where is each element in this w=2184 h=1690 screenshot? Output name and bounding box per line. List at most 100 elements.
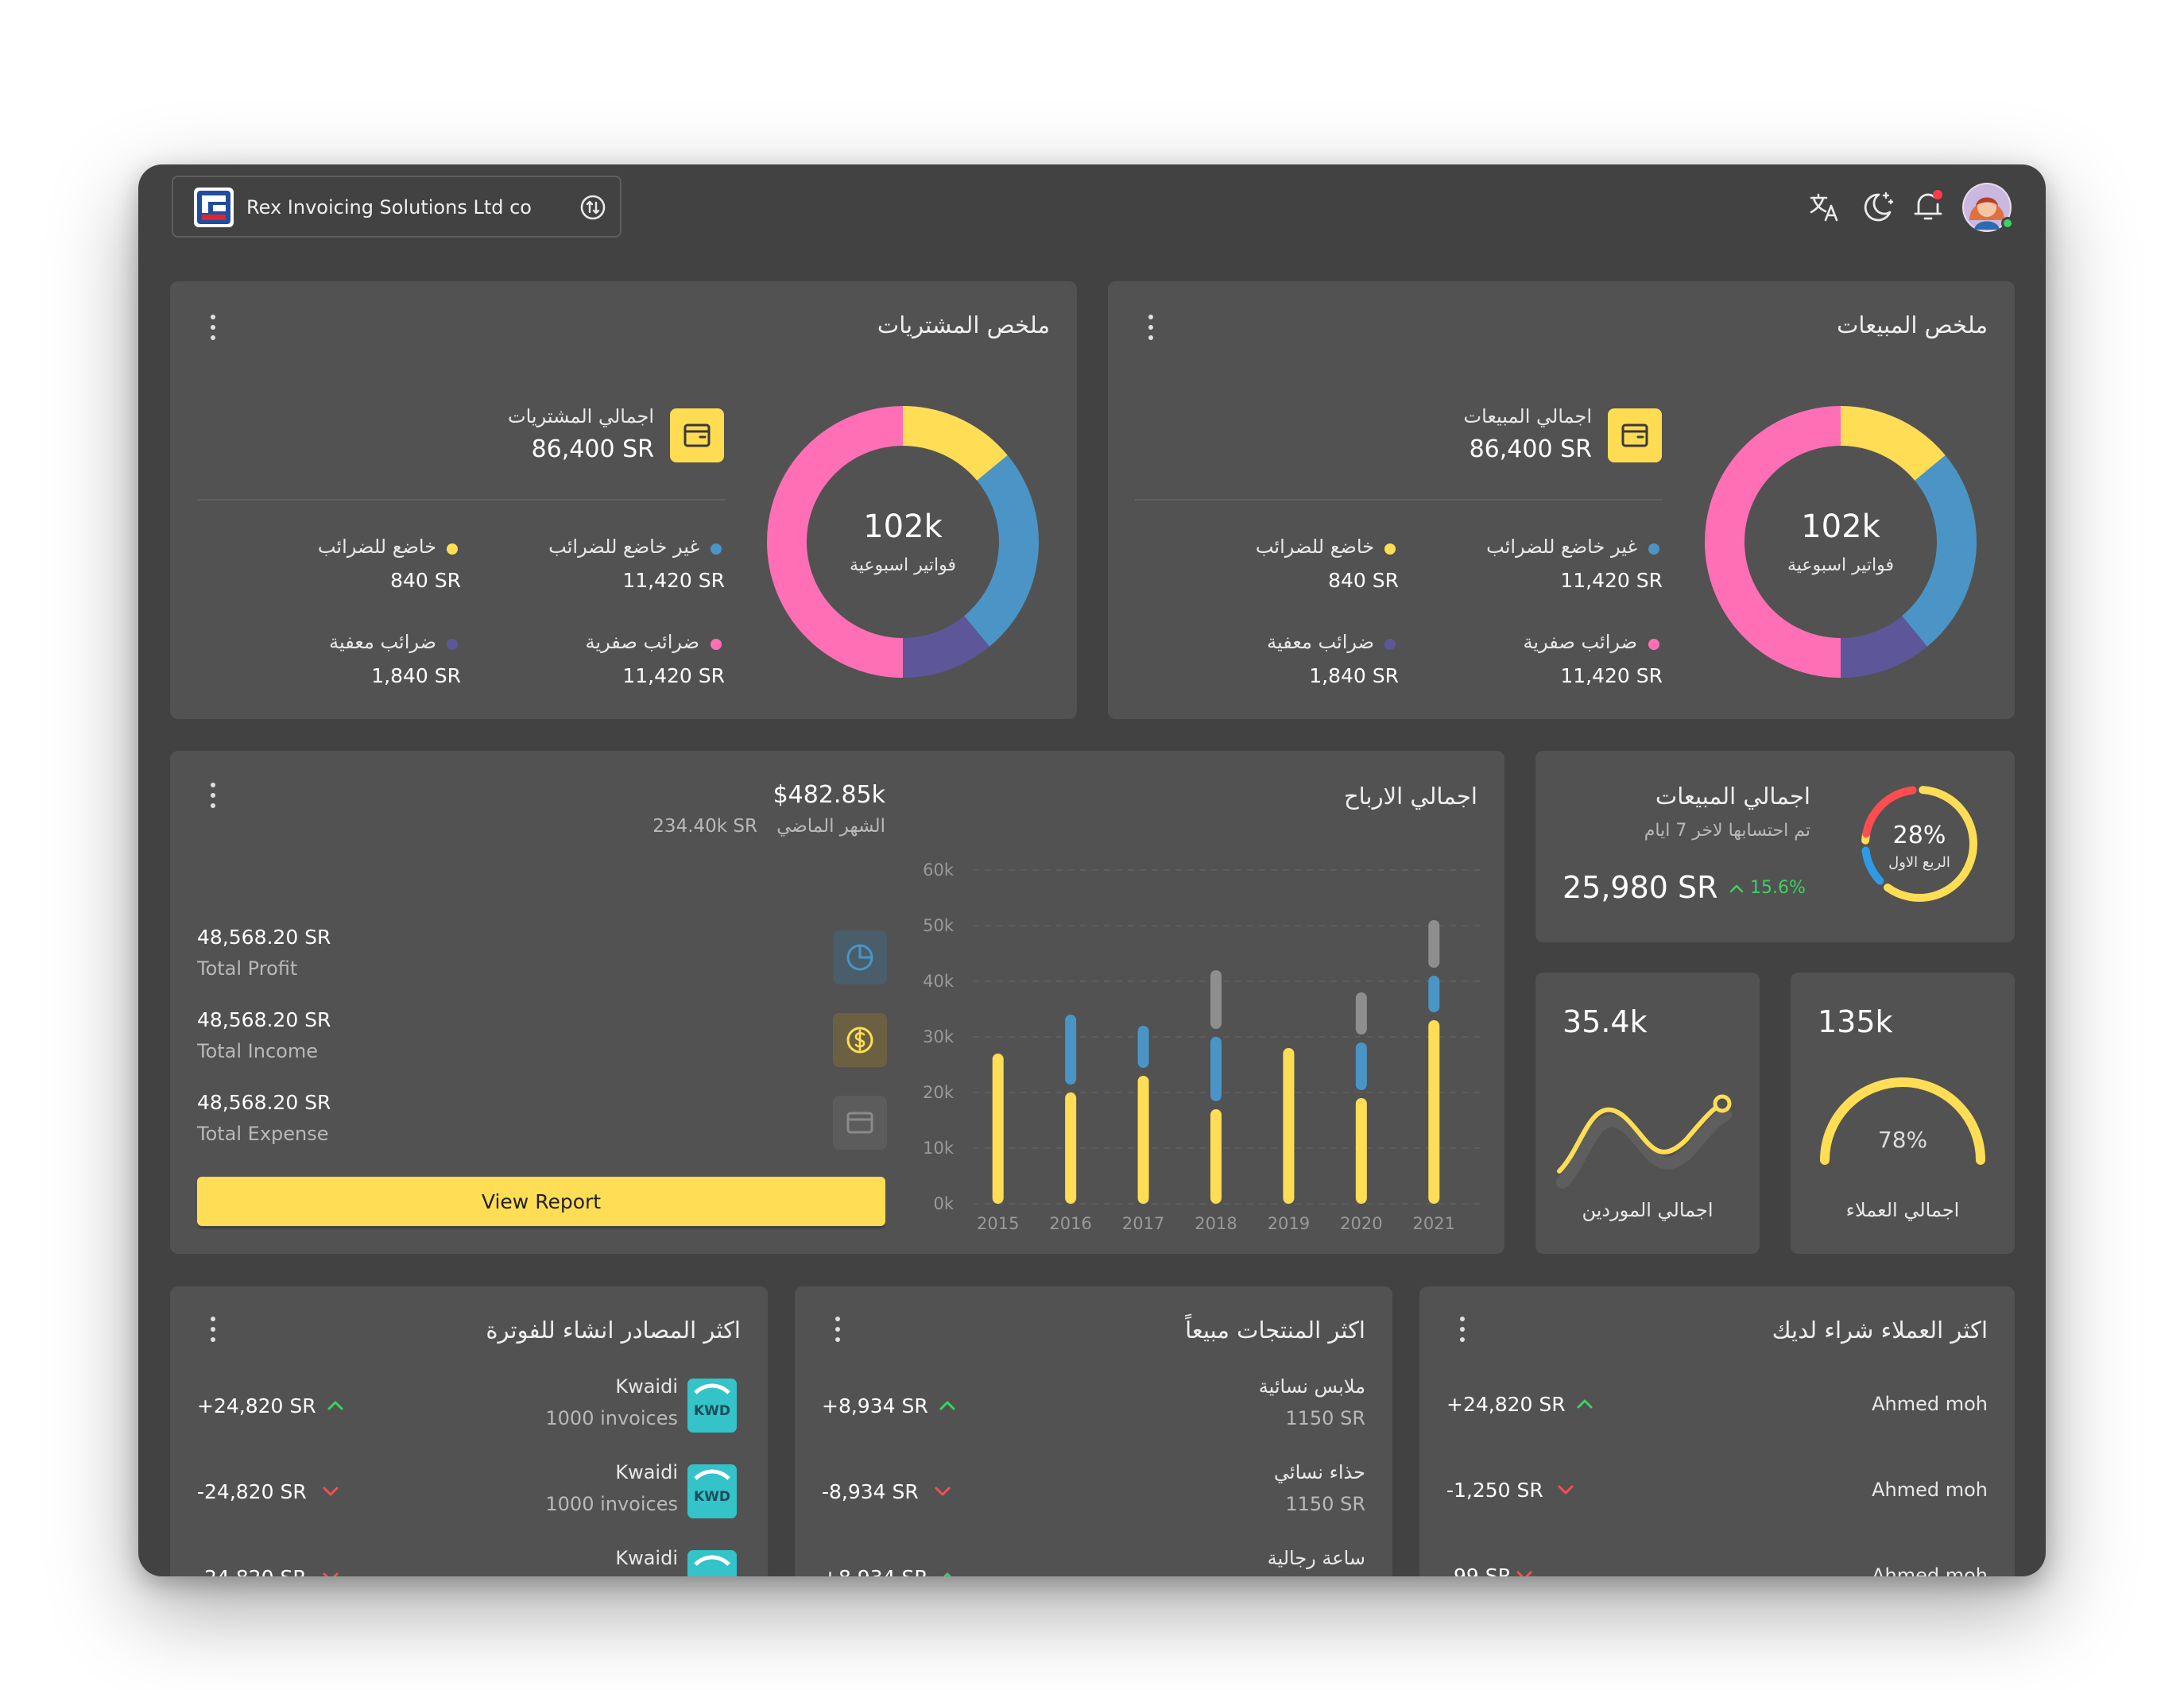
sales-total-value: 25,980 SR bbox=[1562, 870, 1718, 905]
legend-dot bbox=[711, 543, 722, 555]
legend-label: غير خاضع للضرائب bbox=[548, 536, 699, 558]
total-sales-label: اجمالي المبيعات bbox=[1463, 405, 1592, 427]
trend-up-icon bbox=[327, 1401, 343, 1410]
legend-value: 11,420 SR bbox=[622, 569, 725, 592]
sales-total-card: اجمالي المبيعات تم احتسابها لاخر 7 ايام … bbox=[1535, 751, 2015, 942]
source-name: Kwaidi bbox=[615, 1461, 678, 1483]
wallet-tile bbox=[1608, 408, 1662, 462]
legend-label: غير خاضع للضرائب bbox=[1486, 536, 1637, 558]
profit-card: اجمالي الارباح $482.85k الشهر الماضي 234… bbox=[170, 751, 1504, 1254]
quarter-ring-chart: 28% الربع الاول bbox=[1861, 786, 1977, 902]
card-title: ملخص المبيعات bbox=[1837, 311, 1988, 338]
source-sub: 1000 invoices bbox=[545, 1493, 678, 1515]
y-tick-label: 60k bbox=[923, 860, 955, 880]
donut-value: 102k bbox=[1801, 509, 1880, 545]
bar-segment bbox=[1065, 1015, 1077, 1085]
user-avatar[interactable] bbox=[1961, 182, 2014, 233]
donut-chart: 102k فواتير اسبوعية bbox=[1705, 406, 1977, 678]
expense-tile bbox=[833, 1096, 887, 1150]
more-options-icon[interactable] bbox=[1143, 311, 1159, 343]
legend-value: 11,420 SR bbox=[1560, 569, 1663, 592]
customers-card: 135k 78% اجمالي العملاء bbox=[1791, 973, 2015, 1254]
x-tick-label: 2019 bbox=[1268, 1214, 1310, 1233]
donut-segment bbox=[1840, 406, 1946, 481]
customers-value: 135k bbox=[1818, 1004, 1893, 1039]
donut-segment bbox=[1840, 615, 1927, 678]
stat-label: Total Expense bbox=[197, 1123, 329, 1145]
translate-icon[interactable] bbox=[1807, 190, 1842, 225]
profit-total: $482.85k bbox=[773, 781, 885, 809]
company-logo-icon bbox=[194, 188, 234, 227]
view-report-button[interactable]: View Report bbox=[197, 1177, 885, 1226]
dark-mode-icon[interactable] bbox=[1860, 188, 1895, 225]
donut-label: فواتير اسبوعية bbox=[1787, 555, 1894, 575]
more-options-icon[interactable] bbox=[205, 311, 221, 343]
legend-value: 11,420 SR bbox=[622, 664, 725, 687]
app-window: Rex Invoicing Solutions Ltd co ملخص المش… bbox=[138, 164, 2046, 1576]
ring-percent: 28% bbox=[1893, 822, 1946, 849]
ring-segment bbox=[1861, 846, 1884, 885]
divider bbox=[1135, 499, 1663, 501]
more-options-icon[interactable] bbox=[205, 779, 221, 811]
suppliers-card: 35.4k اجمالي الموردين bbox=[1535, 973, 1760, 1254]
bar-segment bbox=[1428, 920, 1440, 968]
product-amount: -8,934 SR bbox=[822, 1480, 919, 1503]
donut-segment bbox=[902, 406, 1008, 481]
donut-chart: 102k فواتير اسبوعية bbox=[767, 406, 1039, 678]
more-options-icon[interactable] bbox=[830, 1313, 846, 1345]
x-tick-label: 2017 bbox=[1122, 1214, 1164, 1233]
stat-value: 48,568.20 SR bbox=[197, 926, 331, 949]
top-products-card: اكثر المنتجات مبيعاً +8,934 SR ملابس نسا… bbox=[795, 1286, 1392, 1576]
suppliers-value: 35.4k bbox=[1562, 1004, 1648, 1039]
last-month-label: الشهر الماضي bbox=[776, 816, 885, 837]
more-options-icon[interactable] bbox=[205, 1313, 221, 1345]
total-purchases-value: 86,400 SR bbox=[531, 435, 654, 463]
customers-label: اجمالي العملاء bbox=[1845, 1199, 1960, 1221]
x-tick-label: 2021 bbox=[1413, 1214, 1455, 1233]
trend-up-icon bbox=[1577, 1399, 1593, 1409]
donut-label: فواتير اسبوعية bbox=[850, 555, 956, 575]
legend-value: 840 SR bbox=[1328, 569, 1399, 592]
trend-up-icon bbox=[939, 1401, 955, 1410]
switch-company-icon[interactable] bbox=[579, 193, 607, 222]
company-switcher[interactable]: Rex Invoicing Solutions Ltd co bbox=[172, 176, 622, 238]
legend-dot bbox=[711, 639, 722, 650]
x-tick-label: 2018 bbox=[1195, 1214, 1237, 1233]
stat-value: 48,568.20 SR bbox=[197, 1008, 331, 1031]
bar-segment bbox=[1283, 1048, 1295, 1204]
more-options-icon[interactable] bbox=[1454, 1313, 1470, 1345]
y-tick-label: 30k bbox=[923, 1027, 955, 1046]
online-status-dot bbox=[2001, 217, 2014, 230]
card-title: اكثر المنتجات مبيعاً bbox=[1185, 1317, 1365, 1344]
legend-value: 1,840 SR bbox=[1309, 664, 1399, 687]
divider bbox=[197, 499, 725, 501]
source-name: Kwaidi bbox=[615, 1375, 678, 1398]
bar-segment bbox=[992, 1054, 1004, 1204]
trend-down-icon bbox=[323, 1487, 339, 1496]
ring-segment bbox=[1884, 786, 1977, 902]
customers-gauge: 78% bbox=[1820, 1077, 1985, 1165]
y-tick-label: 20k bbox=[923, 1083, 955, 1102]
bar-segment bbox=[1355, 992, 1367, 1034]
sales-change: 15.6% bbox=[1750, 878, 1806, 898]
bar-segment bbox=[1355, 1042, 1367, 1090]
profit-title: اجمالي الارباح bbox=[1343, 783, 1477, 810]
trend-up-icon bbox=[943, 1572, 952, 1576]
product-price: 1150 SR bbox=[1285, 1493, 1365, 1515]
product-name: حذاء نسائي bbox=[1273, 1461, 1365, 1483]
suppliers-sparkline bbox=[1556, 1094, 1732, 1189]
customer-amount: +24,820 SR bbox=[1446, 1393, 1566, 1416]
card-title: اكثر العملاء شراء لديك bbox=[1772, 1317, 1988, 1344]
wallet-icon bbox=[683, 423, 711, 447]
trend-down-icon bbox=[323, 1572, 339, 1576]
ring-label: الربع الاول bbox=[1888, 854, 1950, 871]
bar-segment bbox=[1137, 1076, 1149, 1204]
donut-segment bbox=[902, 615, 989, 678]
bar-segment bbox=[1210, 970, 1222, 1029]
company-name: Rex Invoicing Solutions Ltd co bbox=[246, 196, 532, 219]
bar-segment bbox=[1210, 1037, 1222, 1101]
notification-bell-icon[interactable] bbox=[1911, 187, 1946, 225]
y-tick-label: 50k bbox=[923, 916, 955, 935]
stat-label: Total Profit bbox=[197, 957, 298, 980]
source-name: Kwaidi bbox=[615, 1547, 678, 1569]
